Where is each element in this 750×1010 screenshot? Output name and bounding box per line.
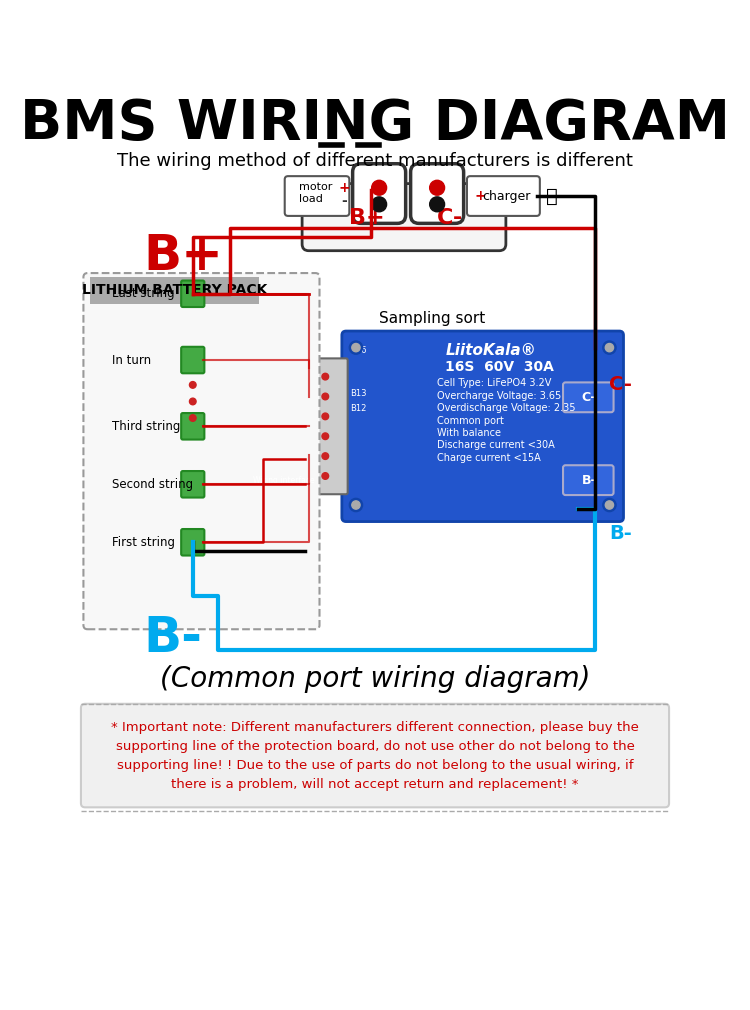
Text: Wiring interface: Wiring interface: [253, 477, 315, 486]
FancyBboxPatch shape: [90, 277, 259, 304]
Text: In turn: In turn: [112, 354, 152, 367]
Text: 16S  60V  30A: 16S 60V 30A: [446, 360, 554, 374]
Circle shape: [350, 341, 362, 355]
FancyBboxPatch shape: [302, 184, 506, 250]
Text: B+: B+: [349, 208, 385, 227]
FancyBboxPatch shape: [342, 331, 623, 521]
Text: B-: B-: [581, 474, 596, 487]
Text: Last string: Last string: [112, 287, 175, 300]
Circle shape: [605, 343, 613, 351]
Text: +: +: [338, 181, 350, 195]
Text: C-: C-: [610, 376, 632, 394]
Circle shape: [322, 473, 328, 480]
FancyBboxPatch shape: [410, 164, 464, 223]
Text: B16: B16: [350, 345, 367, 355]
Text: Overcharge Voltage: 3.65: Overcharge Voltage: 3.65: [437, 391, 561, 401]
Text: B+: B+: [143, 232, 223, 281]
FancyBboxPatch shape: [182, 471, 204, 498]
Circle shape: [322, 393, 328, 400]
Circle shape: [430, 197, 445, 212]
Text: With balance: With balance: [437, 428, 501, 438]
FancyBboxPatch shape: [563, 383, 614, 412]
Circle shape: [372, 197, 386, 212]
Text: * Important note: Different manufacturers different connection, please buy the
s: * Important note: Different manufacturer…: [111, 721, 639, 791]
Text: Common port: Common port: [437, 415, 504, 425]
Circle shape: [190, 398, 196, 405]
Circle shape: [322, 374, 328, 380]
Circle shape: [350, 498, 362, 512]
Text: 🔋: 🔋: [545, 187, 557, 205]
Text: Charge current <15A: Charge current <15A: [437, 452, 541, 463]
Text: Third string: Third string: [112, 420, 181, 433]
Text: BMS WIRING DIAGRAM: BMS WIRING DIAGRAM: [20, 97, 730, 150]
Text: LITHIUM BATTERY PACK: LITHIUM BATTERY PACK: [82, 283, 267, 297]
Text: B12: B12: [350, 404, 367, 412]
Circle shape: [190, 415, 196, 421]
Text: Cell Type: LiFePO4 3.2V: Cell Type: LiFePO4 3.2V: [437, 378, 551, 388]
Text: C-: C-: [436, 208, 463, 227]
Text: charger: charger: [483, 190, 531, 203]
Circle shape: [322, 413, 328, 420]
FancyBboxPatch shape: [182, 413, 204, 439]
Circle shape: [322, 452, 328, 460]
Text: Sampling sort: Sampling sort: [380, 311, 485, 326]
FancyBboxPatch shape: [182, 346, 204, 374]
Circle shape: [190, 382, 196, 388]
FancyBboxPatch shape: [303, 359, 348, 494]
FancyBboxPatch shape: [257, 472, 310, 490]
Text: motor
load: motor load: [298, 182, 332, 204]
Text: B-: B-: [143, 613, 202, 662]
Circle shape: [322, 433, 328, 439]
FancyBboxPatch shape: [563, 466, 614, 495]
Circle shape: [352, 501, 360, 509]
FancyBboxPatch shape: [182, 281, 204, 307]
Circle shape: [603, 341, 616, 355]
Text: First string: First string: [112, 535, 176, 548]
Text: LiitoKala®: LiitoKala®: [446, 342, 536, 358]
Text: Second string: Second string: [112, 478, 194, 491]
Text: -: -: [341, 194, 347, 208]
Text: Overdischarge Voltage: 2.35: Overdischarge Voltage: 2.35: [437, 403, 575, 413]
FancyBboxPatch shape: [285, 176, 350, 216]
Text: Discharge current <30A: Discharge current <30A: [437, 440, 555, 450]
FancyBboxPatch shape: [352, 164, 406, 223]
Circle shape: [603, 498, 616, 512]
FancyBboxPatch shape: [182, 529, 204, 556]
Text: C-: C-: [581, 391, 596, 404]
Text: +: +: [475, 189, 486, 203]
Circle shape: [372, 181, 386, 195]
FancyBboxPatch shape: [83, 273, 320, 629]
Text: (Common port wiring diagram): (Common port wiring diagram): [160, 665, 590, 693]
FancyBboxPatch shape: [81, 704, 669, 807]
Text: The wiring method of different manufacturers is different: The wiring method of different manufactu…: [117, 153, 633, 171]
Text: B13: B13: [350, 389, 367, 398]
Circle shape: [605, 501, 613, 509]
Text: B-: B-: [610, 524, 632, 543]
Circle shape: [352, 343, 360, 351]
FancyBboxPatch shape: [467, 176, 540, 216]
Circle shape: [430, 181, 445, 195]
